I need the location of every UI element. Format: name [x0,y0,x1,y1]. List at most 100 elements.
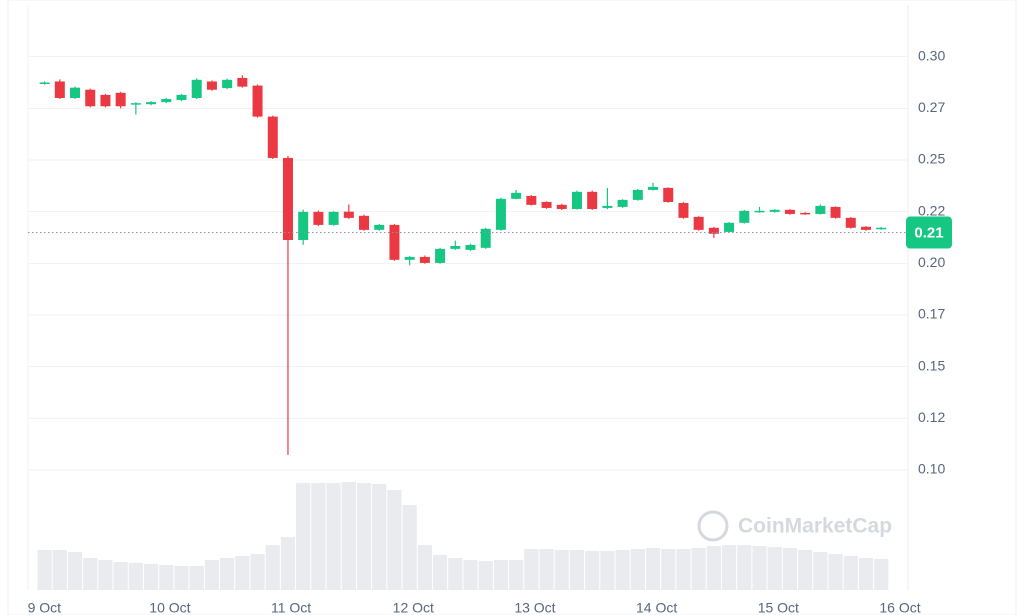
y-tick-label: 0.22 [918,202,945,218]
volume-bar [858,558,874,590]
volume-bar [874,559,889,590]
candle-body [39,82,50,84]
volume-bar [128,563,143,590]
volume-bar [569,550,585,590]
y-tick-label: 0.12 [918,409,945,425]
candle-body [769,209,780,212]
volume-bar [220,558,235,590]
x-tick-label: 9 Oct [28,600,62,615]
candle-body [648,186,659,190]
candle-body [784,209,795,214]
candle-body [860,226,871,230]
volume-bar [372,484,387,590]
y-tick-label: 0.27 [918,99,945,115]
volume-bar [843,556,858,590]
grid-layer: 0.10 0.12 0.15 0.17 0.20 0.22 0.25 0.27 0.30 9 Oc… [28,47,946,615]
volume-bar [737,545,752,590]
volume-bar [296,483,311,590]
volume-bar [615,550,630,590]
candle-body [85,89,96,107]
candle-layer: 0.21 [28,75,952,455]
candle-body [404,256,415,260]
x-tick-label: 10 Oct [149,600,190,615]
candle-body [632,189,643,200]
x-tick-label: 14 Oct [636,600,677,615]
volume-bar [67,552,83,590]
volume-bar [52,550,67,590]
volume-bar [645,548,661,590]
x-tick-label: 13 Oct [514,600,555,615]
volume-bar [661,549,676,590]
watermark-text: CoinMarketCap [738,515,892,538]
volume-bar [417,545,432,590]
candle-body [100,94,111,107]
candle-body [571,191,582,209]
volume-bar [630,549,645,590]
volume-bar [402,505,417,590]
volume-bar [204,560,220,590]
volume-bar [676,549,691,590]
volume-bar [326,483,341,590]
volume-bar [448,558,463,590]
volume-bar [159,565,174,590]
x-tick-label: 12 Oct [393,600,434,615]
volume-bar [265,545,280,590]
volume-bar [463,560,478,590]
volume-bar [813,552,828,590]
candle-body [70,87,81,98]
candle-body [435,248,446,263]
candle-body [724,222,735,232]
volume-bar [585,551,600,590]
candle-body [282,157,293,240]
volume-bar [37,550,52,590]
candle-body [678,202,689,218]
candle-body [130,103,141,105]
volume-bar [432,555,448,590]
y-tick-label: 0.17 [918,306,945,322]
volume-bar [798,550,813,590]
candle-body [389,224,400,260]
y-tick-label: 0.15 [918,357,945,373]
y-tick-label: 0.30 [918,47,945,63]
y-tick-label: 0.25 [918,151,945,167]
candle-body [663,187,674,202]
volume-bar [478,561,493,590]
candle-body [693,216,704,230]
candle-body [815,205,826,214]
panel [7,0,1017,615]
candle-body [313,211,324,225]
current-price-label: 0.21 [914,225,943,242]
candle-body [176,94,187,101]
candle-body [359,215,370,230]
candle-body [54,81,65,98]
watermark-logo [697,510,729,542]
volume-bar [524,549,539,590]
candle-body [252,85,263,117]
volume-bar [387,490,402,590]
volume-bar [235,556,250,590]
volume-bar [600,551,615,590]
candle-body [556,204,567,209]
candle-body [587,191,598,209]
candle-body [343,211,354,218]
candle-body [754,210,765,213]
candle-body [602,205,613,208]
volume-bar [767,547,782,590]
x-tick-label: 11 Oct [271,600,311,615]
candle-body [511,192,522,199]
volume-bar [311,483,326,590]
candle-body [146,102,157,105]
x-tick-label: 16 Oct [879,600,920,615]
volume-bar [174,566,189,590]
candle-body [845,217,856,228]
candle-body [191,79,202,98]
volume-bar [721,545,737,590]
candle-body [541,201,552,208]
candle-body [298,211,309,240]
candle-body [830,206,841,218]
candle-body [115,92,126,107]
candle-body [450,245,461,249]
candle-body [526,195,537,205]
